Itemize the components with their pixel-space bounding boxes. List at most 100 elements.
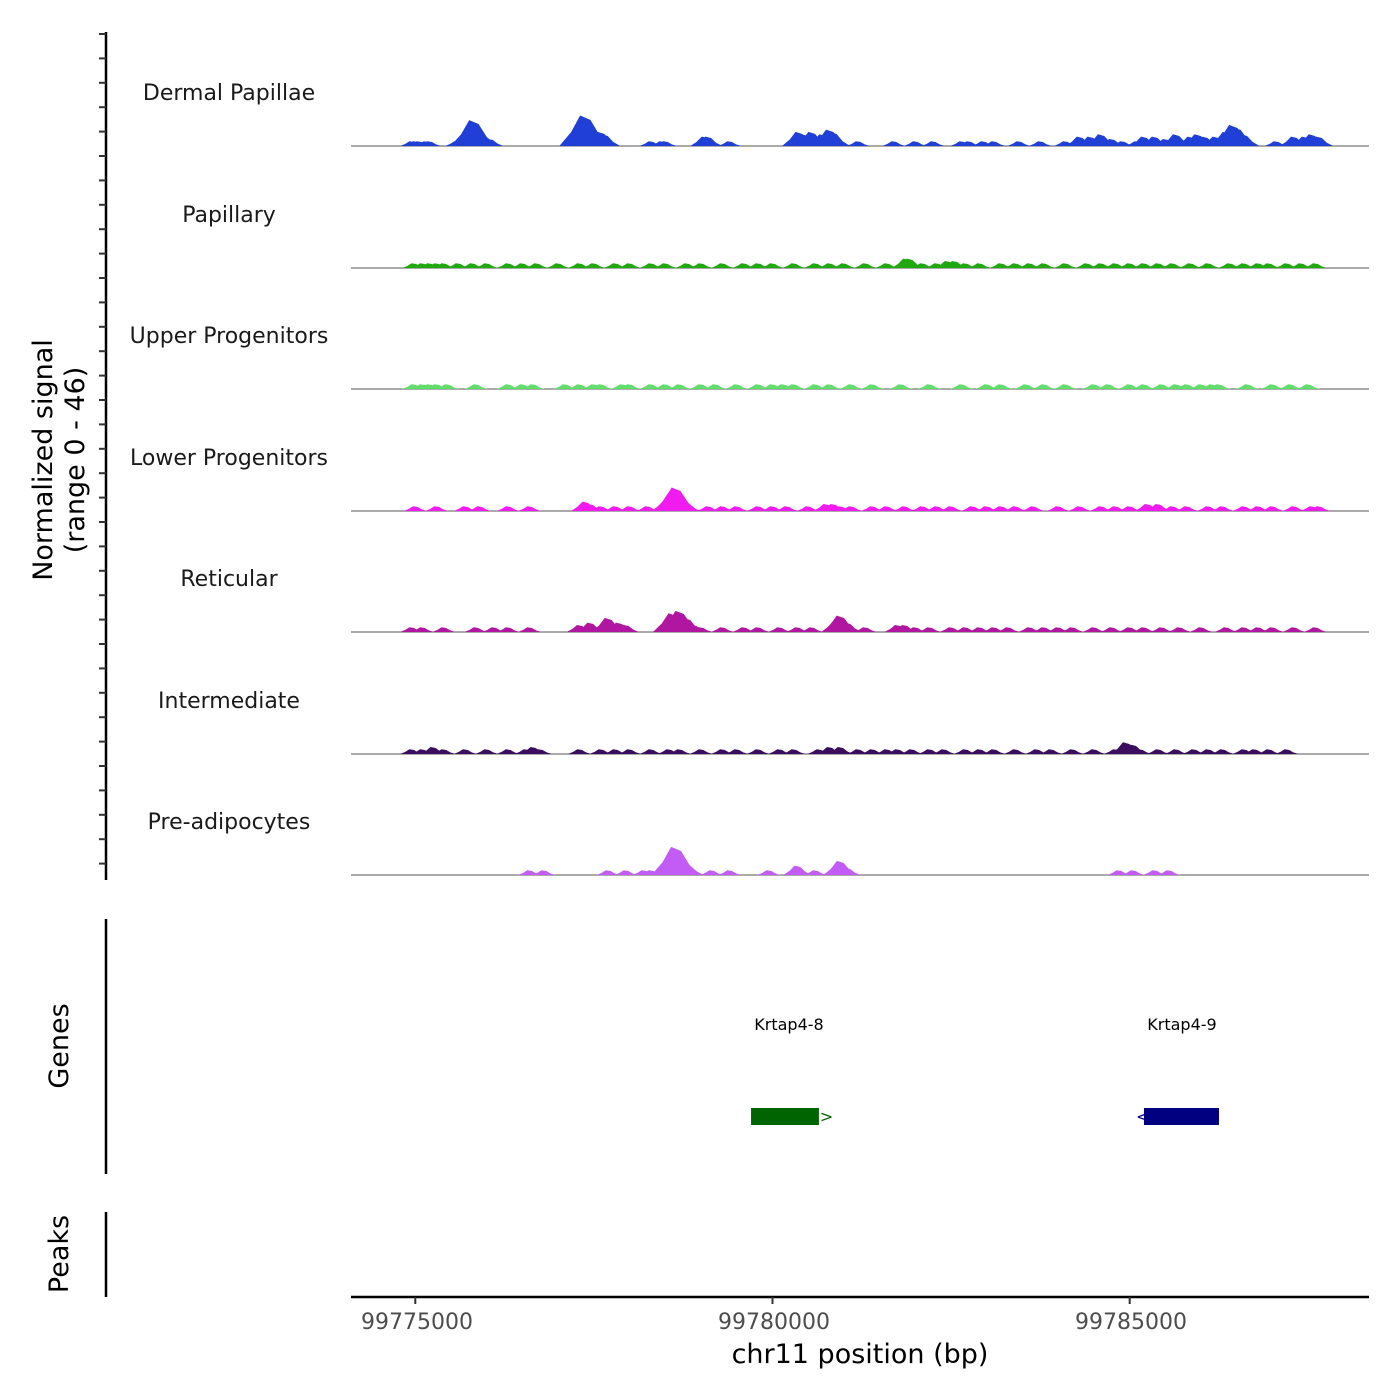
x-tick-label: 99785000 [1075, 1310, 1187, 1335]
signal-peak [1282, 627, 1306, 632]
track-label-dermal-papillae: Dermal Papillae [143, 81, 315, 106]
signal-peak [782, 384, 806, 389]
signal-peak [827, 746, 854, 754]
signal-peak [1100, 627, 1124, 632]
signal-peak [1146, 749, 1170, 754]
signal-peak [1304, 136, 1334, 146]
signal-peak [475, 749, 499, 754]
signal-peak [617, 506, 642, 511]
signal-peak [939, 506, 963, 511]
signal-peak [1007, 141, 1031, 146]
signal-peak [1228, 134, 1260, 146]
track-lower-progenitors [351, 487, 1369, 512]
gene-track: Krtap4-8 Krtap4-9 > < [751, 1015, 1219, 1126]
signal-peak [833, 622, 862, 632]
signal-peak [834, 867, 861, 875]
signal-peak [1278, 384, 1303, 389]
signal-peak [678, 506, 703, 511]
signal-peak [1207, 384, 1231, 389]
signal-peak [1039, 749, 1063, 754]
signal-peak [717, 141, 742, 146]
signal-peak [1260, 627, 1285, 632]
signal-peak [653, 141, 678, 146]
signal-peak [477, 138, 504, 146]
signal-peak [596, 870, 620, 875]
signal-peak [525, 263, 549, 268]
signal-peak [1021, 506, 1045, 511]
signal-peak [1303, 627, 1328, 632]
signal-peak [639, 749, 663, 754]
track-label-papillary: Papillary [182, 203, 276, 228]
signal-peak [800, 627, 824, 632]
signal-peak [1189, 627, 1213, 632]
signal-peak [1132, 384, 1156, 389]
signal-peak [782, 263, 806, 268]
signal-peak [1210, 749, 1235, 754]
signal-peak [725, 749, 749, 754]
signal-peak [710, 263, 735, 268]
signal-peak [496, 749, 520, 754]
signal-peak [917, 384, 942, 389]
signal-peak [417, 141, 442, 146]
signal-peak [403, 506, 427, 511]
signal-peak [667, 749, 692, 754]
track-label-upper-progenitors: Upper Progenitors [130, 324, 329, 349]
signal-peak [689, 263, 713, 268]
signal-peak [725, 384, 749, 389]
signal-peak [1296, 384, 1320, 389]
track-pre-adipocytes [351, 846, 1369, 876]
signal-peak [517, 506, 542, 511]
signal-peak [1157, 870, 1181, 875]
track-label-pre-adipocytes: Pre-adipocytes [148, 810, 311, 835]
track-intermediate [351, 742, 1369, 755]
signal-peak [853, 627, 878, 632]
signal-peak [496, 627, 520, 632]
signal-peak [853, 263, 878, 268]
track-reticular [351, 610, 1369, 633]
signal-peak [717, 870, 742, 875]
signal-peak [1196, 263, 1220, 268]
signal-peak [1275, 749, 1299, 754]
signal-peak [757, 870, 781, 875]
signal-peak [464, 384, 488, 389]
gene-body [1143, 1108, 1219, 1125]
y-axis-range: (range 0 - 46) [60, 367, 91, 554]
signal-peak [589, 384, 613, 389]
signal-peak [900, 749, 924, 754]
track-upper-progenitors [351, 384, 1369, 390]
signal-peak [617, 263, 642, 268]
signal-peak [1096, 384, 1120, 389]
track-label-reticular: Reticular [180, 567, 278, 592]
signal-peak [546, 263, 570, 268]
signal-peak [425, 506, 449, 511]
signal-peak [1307, 506, 1331, 511]
signal-y-ticks [99, 33, 106, 865]
signal-peak [1060, 749, 1085, 754]
signal-peak [689, 627, 713, 632]
signal-peak [803, 870, 828, 875]
track-papillary [351, 258, 1369, 269]
signal-peak [1260, 506, 1285, 511]
signal-peak [967, 263, 992, 268]
signal-peak [700, 870, 724, 875]
signal-peak [1032, 384, 1056, 389]
signal-peak [1167, 627, 1192, 632]
signal-peak [475, 263, 499, 268]
signal-peak [1032, 263, 1056, 268]
signal-peak [725, 506, 749, 511]
signal-peak [1132, 627, 1156, 632]
signal-peak [796, 506, 820, 511]
signal-peak [689, 749, 713, 754]
signal-peak [846, 141, 870, 146]
track-dermal-papillae [351, 115, 1369, 147]
signal-peak [567, 749, 592, 754]
signal-peak [653, 263, 678, 268]
signal-peak [1003, 506, 1028, 511]
signal-peak [1003, 749, 1028, 754]
signal-peak [882, 141, 906, 146]
signal-peak [782, 749, 806, 754]
signal-peak [1210, 506, 1235, 511]
signal-peak [682, 870, 706, 875]
signal-peak [989, 384, 1013, 389]
signal-peak [875, 506, 899, 511]
